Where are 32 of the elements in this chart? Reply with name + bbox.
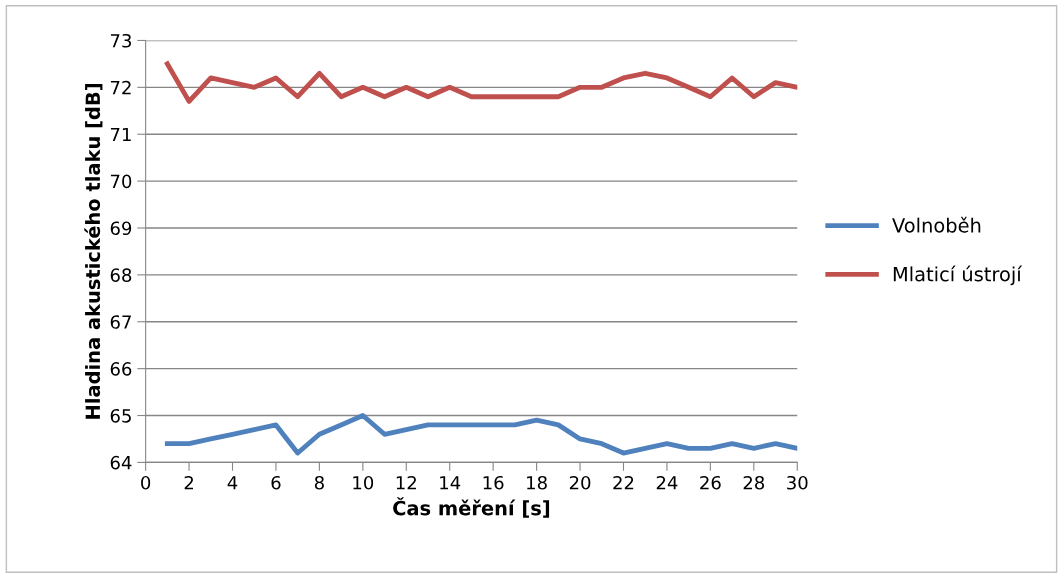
x-tick-label: 14: [440, 476, 461, 490]
x-tick-label: 6: [271, 475, 281, 490]
x-tick-label: 0: [141, 475, 151, 490]
y-tick-label: 68: [110, 268, 132, 282]
x-tick-label: 20: [569, 475, 591, 490]
x-tick-label: 16: [483, 475, 504, 490]
x-tick-label: 2: [184, 475, 194, 490]
y-tick-label: 71: [110, 127, 131, 142]
x-tick-label: 26: [700, 475, 721, 490]
y-axis-title: Hladina akustického tlaku [dB]: [84, 84, 103, 419]
x-axis-title: Čas měření [s]: [393, 497, 550, 518]
legend-label: Volnoběh: [892, 216, 981, 233]
x-tick-label: 28: [743, 475, 765, 490]
x-tick-label: 12: [396, 475, 416, 490]
y-tick-label: 72: [110, 80, 131, 95]
line-series: [164, 61, 798, 104]
y-tick-label: 73: [110, 33, 131, 48]
x-tick-label: 10: [353, 475, 374, 490]
x-tick-label: 24: [656, 475, 678, 490]
y-tick-label: 65: [110, 408, 131, 423]
line-series: [164, 413, 798, 456]
y-tick-label: 70: [110, 174, 132, 189]
y-tick-label: 69: [110, 221, 132, 236]
y-tick-label: 67: [110, 315, 131, 329]
x-tick-label: 22: [613, 475, 634, 490]
y-tick-label: 64: [110, 455, 132, 470]
legend-label: Mlaticí ústrojí: [893, 265, 1023, 286]
y-tick-label: 66: [110, 362, 132, 376]
x-tick-label: 4: [227, 476, 238, 490]
x-tick-label: 8: [314, 475, 324, 490]
x-tick-label: 18: [527, 475, 547, 490]
x-tick-label: 30: [787, 475, 808, 490]
